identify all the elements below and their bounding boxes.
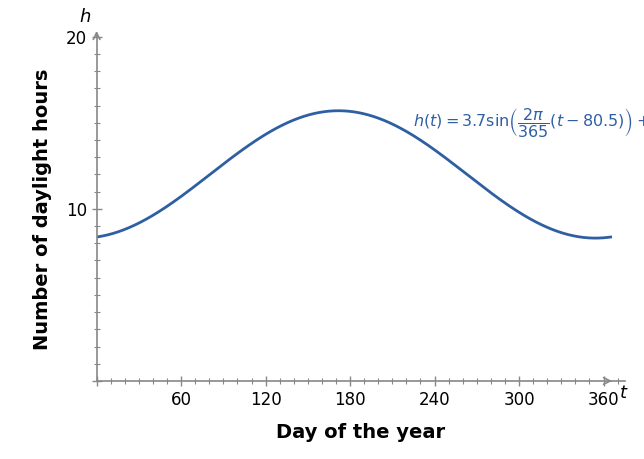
Text: $t$: $t$ <box>619 384 629 402</box>
Text: $h(t) = 3.7\sin\!\left(\dfrac{2\pi}{365}(t - 80.5)\right) + 12$: $h(t) = 3.7\sin\!\left(\dfrac{2\pi}{365}… <box>413 106 644 139</box>
Text: $h$: $h$ <box>79 8 91 26</box>
X-axis label: Day of the year: Day of the year <box>276 423 445 442</box>
Y-axis label: Number of daylight hours: Number of daylight hours <box>33 68 52 350</box>
